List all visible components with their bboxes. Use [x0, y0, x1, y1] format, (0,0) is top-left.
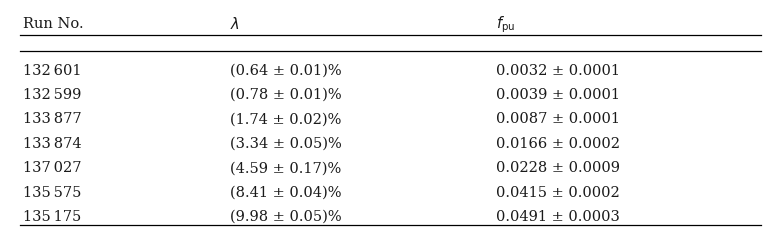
Text: 0.0166 ± 0.0002: 0.0166 ± 0.0002 — [496, 136, 620, 150]
Text: $f_{\rm pu}$: $f_{\rm pu}$ — [496, 14, 515, 34]
Text: Run No.: Run No. — [23, 17, 84, 31]
Text: (4.59 ± 0.17)%: (4.59 ± 0.17)% — [230, 161, 341, 174]
Text: (0.64 ± 0.01)%: (0.64 ± 0.01)% — [230, 64, 342, 77]
Text: 0.0228 ± 0.0009: 0.0228 ± 0.0009 — [496, 161, 620, 174]
Text: 135 575: 135 575 — [23, 185, 82, 199]
Text: 137 027: 137 027 — [23, 161, 82, 174]
Text: 0.0087 ± 0.0001: 0.0087 ± 0.0001 — [496, 112, 620, 126]
Text: 135 175: 135 175 — [23, 209, 82, 223]
Text: 133 874: 133 874 — [23, 136, 82, 150]
Text: (1.74 ± 0.02)%: (1.74 ± 0.02)% — [230, 112, 342, 126]
Text: 0.0039 ± 0.0001: 0.0039 ± 0.0001 — [496, 88, 620, 102]
Text: 133 877: 133 877 — [23, 112, 82, 126]
Text: 0.0415 ± 0.0002: 0.0415 ± 0.0002 — [496, 185, 619, 199]
Text: 0.0491 ± 0.0003: 0.0491 ± 0.0003 — [496, 209, 620, 223]
Text: 0.0032 ± 0.0001: 0.0032 ± 0.0001 — [496, 64, 620, 77]
Text: (8.41 ± 0.04)%: (8.41 ± 0.04)% — [230, 185, 342, 199]
Text: (0.78 ± 0.01)%: (0.78 ± 0.01)% — [230, 88, 342, 102]
Text: (3.34 ± 0.05)%: (3.34 ± 0.05)% — [230, 136, 342, 150]
Text: $\lambda$: $\lambda$ — [230, 16, 241, 32]
Text: 132 599: 132 599 — [23, 88, 82, 102]
Text: (9.98 ± 0.05)%: (9.98 ± 0.05)% — [230, 209, 342, 223]
Text: 132 601: 132 601 — [23, 64, 82, 77]
